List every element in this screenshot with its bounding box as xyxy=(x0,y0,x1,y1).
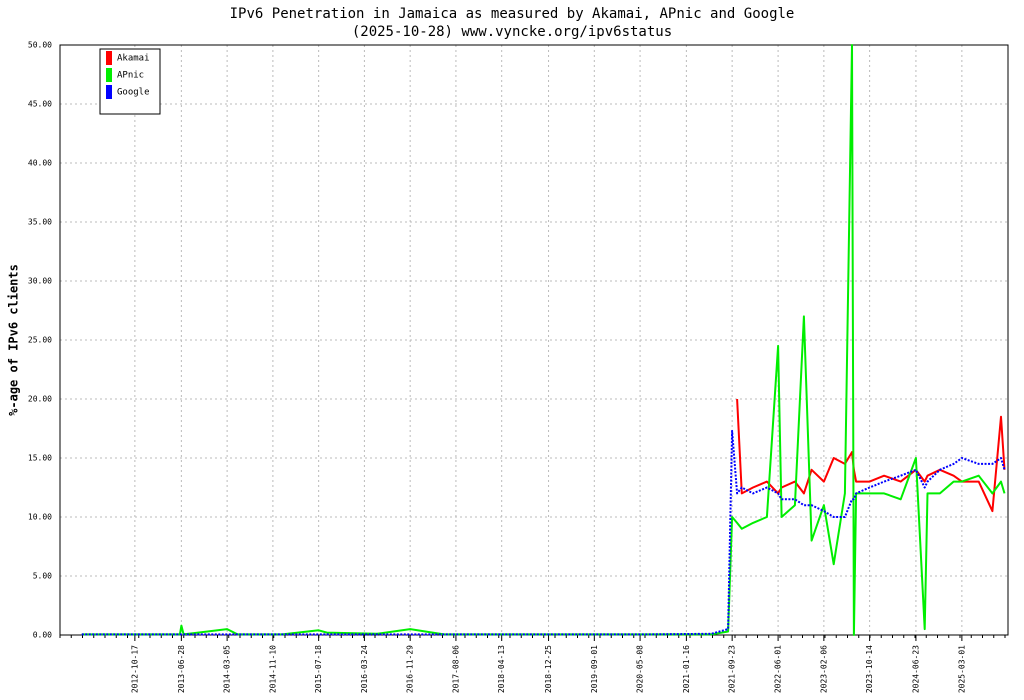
y-tick-label: 0.00 xyxy=(33,631,52,640)
y-tick-label: 35.00 xyxy=(28,218,52,227)
chart-subtitle: (2025-10-28) www.vyncke.org/ipv6status xyxy=(352,24,672,40)
y-tick-label: 5.00 xyxy=(33,572,52,581)
y-tick-label: 50.00 xyxy=(28,41,52,50)
x-tick-label: 2022-06-01 xyxy=(774,645,783,693)
y-tick-label: 10.00 xyxy=(28,513,52,522)
legend-swatch xyxy=(106,51,112,65)
x-tick-label: 2019-09-01 xyxy=(590,645,599,693)
series-line xyxy=(81,44,1006,636)
x-tick-label: 2012-10-17 xyxy=(130,645,139,693)
x-tick-label: 2021-01-16 xyxy=(682,645,691,693)
x-tick-label: 2021-09-23 xyxy=(728,645,737,693)
x-tick-label: 2018-12-25 xyxy=(544,645,553,693)
x-tick-label: 2023-10-14 xyxy=(865,645,874,693)
chart-title: IPv6 Penetration in Jamaica as measured … xyxy=(230,6,795,22)
y-tick-label: 25.00 xyxy=(28,336,52,345)
x-tick-label: 2018-04-13 xyxy=(497,645,506,693)
y-axis-label: %-age of IPv6 clients xyxy=(7,264,21,416)
y-tick-label: 20.00 xyxy=(28,395,52,404)
y-tick-label: 40.00 xyxy=(28,159,52,168)
series-line xyxy=(736,398,1006,513)
x-tick-label: 2015-07-18 xyxy=(314,645,323,693)
x-tick-label: 2013-06-28 xyxy=(177,645,186,693)
x-tick-label: 2025-03-01 xyxy=(957,645,966,693)
x-tick-label: 2014-11-10 xyxy=(268,645,277,693)
x-tick-label: 2020-05-08 xyxy=(636,645,645,693)
legend-label: Akamai xyxy=(117,54,150,64)
x-tick-label: 2023-02-06 xyxy=(819,645,828,693)
series-line xyxy=(81,429,1006,636)
x-tick-label: 2017-08-06 xyxy=(451,645,460,693)
legend-swatch xyxy=(106,85,112,99)
legend-swatch xyxy=(106,68,112,82)
y-tick-label: 45.00 xyxy=(28,100,52,109)
y-tick-label: 15.00 xyxy=(28,454,52,463)
x-tick-label: 2014-03-05 xyxy=(223,645,232,693)
x-tick-label: 2016-11-29 xyxy=(406,645,415,693)
legend: Akamai APnic Google xyxy=(99,48,161,115)
legend-label: Google xyxy=(117,88,150,98)
legend-label: APnic xyxy=(117,71,144,81)
x-tick-label: 2024-06-23 xyxy=(911,645,920,693)
y-tick-label: 30.00 xyxy=(28,277,52,286)
x-tick-label: 2016-03-24 xyxy=(360,645,369,693)
